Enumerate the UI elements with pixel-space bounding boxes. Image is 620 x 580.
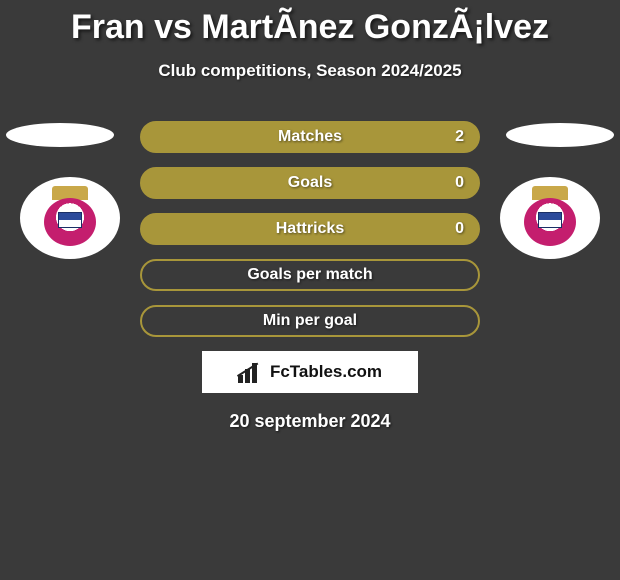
stat-label: Goals	[288, 174, 332, 192]
stat-row-matches: Matches 2	[140, 121, 480, 153]
page-title: Fran vs MartÃ­nez GonzÃ¡lvez	[0, 8, 620, 47]
flag-icon	[58, 212, 82, 228]
brand-name: FcTables.com	[270, 362, 382, 382]
player-avatar-right	[506, 123, 614, 147]
stat-row-hattricks: Hattricks 0	[140, 213, 480, 245]
club-badge-left	[20, 177, 120, 259]
player-avatar-left	[6, 123, 114, 147]
stat-label: Goals per match	[247, 266, 372, 284]
stat-value: 2	[455, 128, 464, 146]
comparison-card: Fran vs MartÃ­nez GonzÃ¡lvez Club compet…	[0, 0, 620, 432]
stat-label: Hattricks	[276, 220, 344, 238]
bar-chart-icon	[238, 361, 264, 383]
stats-area: Matches 2 Goals 0 Hattricks 0 Goals per …	[0, 121, 620, 337]
stat-row-min-per-goal: Min per goal	[140, 305, 480, 337]
stat-row-goals-per-match: Goals per match	[140, 259, 480, 291]
flag-icon	[538, 212, 562, 228]
club-badge-right	[500, 177, 600, 259]
stat-row-goals: Goals 0	[140, 167, 480, 199]
stat-value: 0	[455, 174, 464, 192]
date-label: 20 september 2024	[0, 411, 620, 432]
stat-label: Matches	[278, 128, 342, 146]
brand-badge[interactable]: FcTables.com	[202, 351, 418, 393]
subtitle: Club competitions, Season 2024/2025	[0, 61, 620, 81]
stat-value: 0	[455, 220, 464, 238]
stat-label: Min per goal	[263, 312, 357, 330]
